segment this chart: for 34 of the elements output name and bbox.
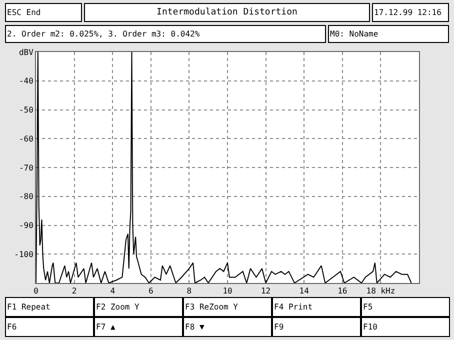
text: F6 [7, 322, 17, 332]
y-tick-label: -100 [14, 250, 34, 259]
line-series [36, 52, 412, 283]
y-tick-label: -50 [18, 106, 34, 115]
x-tick-label: 4 [110, 286, 116, 296]
y-tick-label: -90 [18, 221, 34, 230]
text: F5 [363, 302, 373, 312]
x-tick-label: 18 kHz [366, 286, 396, 296]
y-tick-label: -60 [18, 134, 34, 144]
text: F7 ▲ [96, 322, 116, 332]
text: M0: NoName [330, 30, 378, 38]
text: F4 Print [274, 302, 313, 312]
y-tick-label: -80 [18, 192, 34, 202]
text: F10 [363, 322, 378, 332]
x-tick-label: 8 [186, 286, 192, 296]
x-tick-label: 16 [338, 286, 348, 296]
x-tick-label: 10 [222, 286, 232, 296]
y-tick-label: dBV [18, 48, 34, 57]
chart-subtitle: 2. Order m2: 0.025%, 3. Order m3: 0.042% [7, 30, 200, 38]
y-tick-label: -40 [18, 76, 34, 86]
text: F2 Zoom Y [96, 302, 140, 312]
text: ESC End [7, 8, 41, 17]
x-tick-label: 0 [34, 286, 39, 296]
text: F8 ▼ [185, 322, 204, 332]
text: F9 [274, 322, 284, 332]
x-tick-label: 12 [260, 286, 271, 296]
x-tick-label: 6 [148, 286, 154, 296]
y-tick-label: -70 [18, 163, 34, 172]
text: F1 Repeat [7, 302, 51, 312]
text: 17.12.99 12:16 [374, 8, 442, 17]
x-tick-label: 2 [72, 286, 77, 296]
chart-title: Intermodulation Distortion [156, 8, 298, 18]
x-tick-label: 14 [299, 286, 310, 296]
text: F3 ReZoom Y [185, 302, 238, 312]
